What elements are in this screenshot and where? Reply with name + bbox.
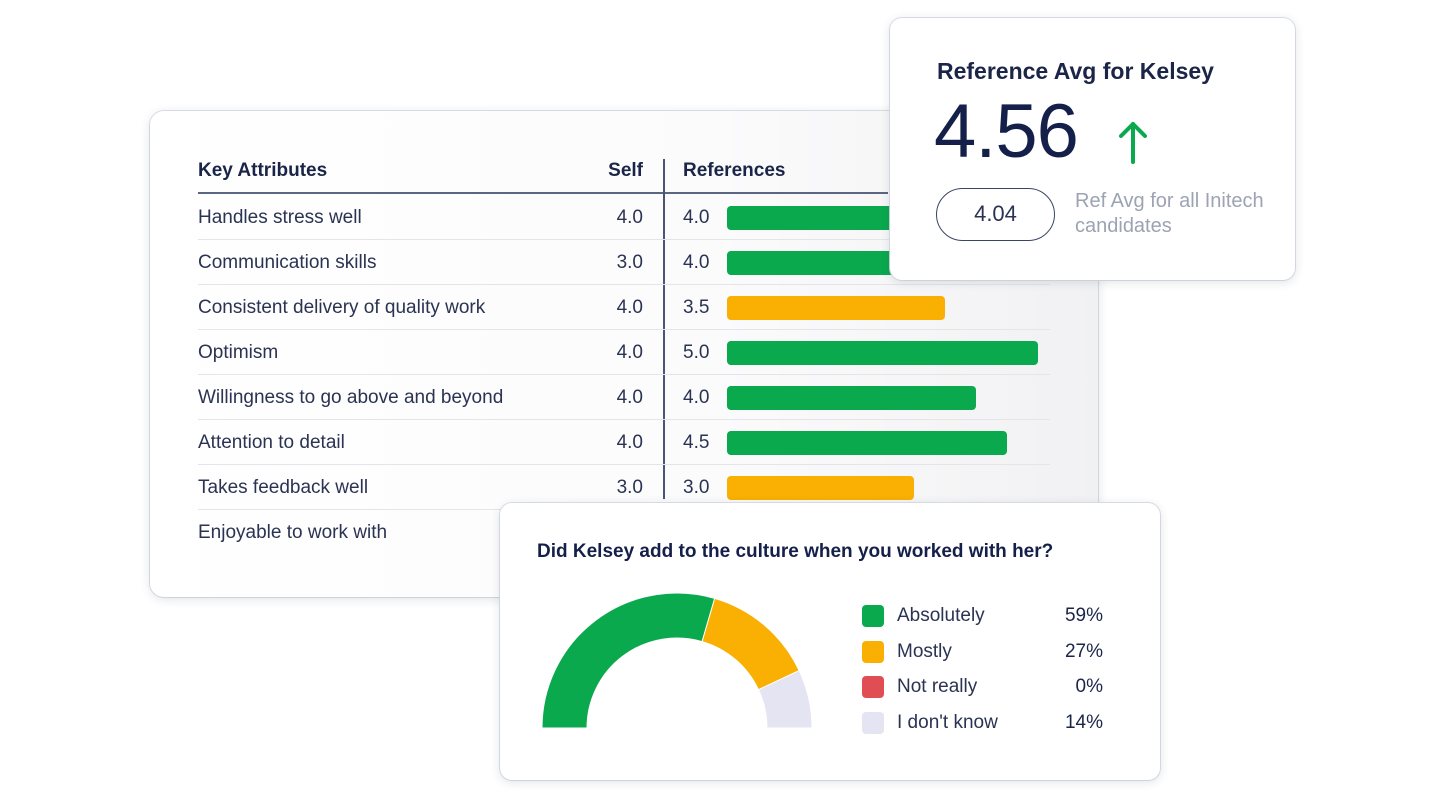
attribute-label: Willingness to go above and beyond bbox=[198, 387, 504, 408]
gauge-segment-i-don-t-know bbox=[757, 670, 813, 729]
legend-label: I don't know bbox=[897, 711, 998, 733]
row-divider bbox=[198, 329, 1050, 330]
reference-score-bar bbox=[727, 431, 1007, 455]
reference-score-bar bbox=[727, 386, 976, 410]
legend-item: Absolutely 59% bbox=[862, 603, 1107, 629]
header-divider bbox=[198, 192, 888, 194]
reference-avg-title: Reference Avg for Kelsey bbox=[937, 58, 1214, 84]
table-row: Takes feedback well 3.0 3.0 bbox=[198, 465, 1050, 510]
attribute-label: Optimism bbox=[198, 342, 279, 363]
legend-swatch bbox=[862, 711, 884, 734]
legend-item: I don't know 14% bbox=[862, 710, 1107, 736]
self-score: 4.0 bbox=[616, 432, 643, 453]
header-references: References bbox=[683, 160, 786, 181]
attribute-label: Enjoyable to work with bbox=[198, 522, 388, 543]
table-row: Consistent delivery of quality work 4.0 3.… bbox=[198, 285, 1050, 330]
company-avg-label: Ref Avg for all Initech candidates bbox=[1075, 190, 1264, 237]
row-divider bbox=[198, 374, 1050, 375]
header-key-attributes: Key Attributes bbox=[198, 160, 328, 181]
legend-value: 14% bbox=[1064, 711, 1103, 733]
attribute-label: Consistent delivery of quality work bbox=[198, 297, 486, 318]
self-score: 4.0 bbox=[616, 207, 643, 228]
self-score: 3.0 bbox=[616, 477, 643, 498]
table-row: Attention to detail 4.0 4.5 bbox=[198, 420, 1050, 465]
row-divider bbox=[198, 239, 1050, 240]
reference-score: 4.0 bbox=[683, 252, 710, 273]
reference-avg-card: Reference Avg for Kelsey 4.56 4.04 Ref A… bbox=[890, 18, 1295, 280]
arrow-up-icon bbox=[1119, 122, 1147, 164]
table-row: Communication skills 3.0 4.0 bbox=[198, 240, 1050, 285]
legend-item: Not really 0% bbox=[862, 674, 1107, 700]
gauge-segment-absolutely bbox=[541, 592, 716, 729]
legend-label: Not really bbox=[897, 676, 978, 697]
reference-score-bar bbox=[727, 341, 1038, 365]
culture-card: Did Kelsey add to the culture when you w… bbox=[500, 503, 1160, 780]
reference-score: 4.0 bbox=[683, 387, 710, 408]
reference-score: 5.0 bbox=[683, 342, 710, 363]
table-row: Willingness to go above and beyond 4.0 4.0 bbox=[198, 375, 1050, 420]
self-score: 4.0 bbox=[616, 297, 643, 318]
legend-value: 59% bbox=[1064, 605, 1103, 626]
legend-swatch bbox=[862, 605, 884, 627]
self-score: 4.0 bbox=[616, 342, 643, 363]
row-divider bbox=[198, 284, 1050, 285]
reference-score-bar bbox=[727, 296, 945, 320]
reference-score: 4.5 bbox=[683, 432, 710, 453]
reference-score: 4.0 bbox=[683, 207, 710, 228]
legend-swatch bbox=[862, 676, 884, 698]
row-divider bbox=[198, 419, 1050, 420]
reference-avg-value: 4.56 bbox=[934, 89, 1079, 174]
self-score: 4.0 bbox=[616, 387, 643, 408]
reference-score: 3.5 bbox=[683, 297, 710, 318]
reference-score-bar bbox=[727, 476, 914, 500]
legend-swatch bbox=[862, 640, 884, 663]
attribute-label: Takes feedback well bbox=[198, 477, 369, 498]
attribute-label: Attention to detail bbox=[198, 432, 345, 453]
self-score: 3.0 bbox=[616, 252, 643, 273]
company-avg-badge: 4.04 bbox=[936, 188, 1055, 241]
legend-label: Mostly bbox=[897, 640, 952, 662]
legend-label: Absolutely bbox=[897, 605, 985, 626]
attribute-label: Communication skills bbox=[198, 252, 377, 273]
culture-question: Did Kelsey add to the culture when you w… bbox=[537, 541, 1054, 562]
legend-value: 27% bbox=[1064, 640, 1103, 662]
table-row: Optimism 4.0 5.0 bbox=[198, 330, 1050, 375]
gauge-segment-mostly bbox=[701, 597, 800, 691]
attribute-label: Handles stress well bbox=[198, 207, 362, 228]
legend-item: Mostly 27% bbox=[862, 639, 1107, 665]
table-row: Enjoyable to work with bbox=[198, 510, 1050, 555]
reference-score: 3.0 bbox=[683, 477, 710, 498]
legend-value: 0% bbox=[1075, 676, 1103, 697]
row-divider bbox=[198, 464, 1050, 465]
header-self: Self bbox=[608, 160, 643, 181]
culture-gauge-chart bbox=[541, 592, 813, 729]
